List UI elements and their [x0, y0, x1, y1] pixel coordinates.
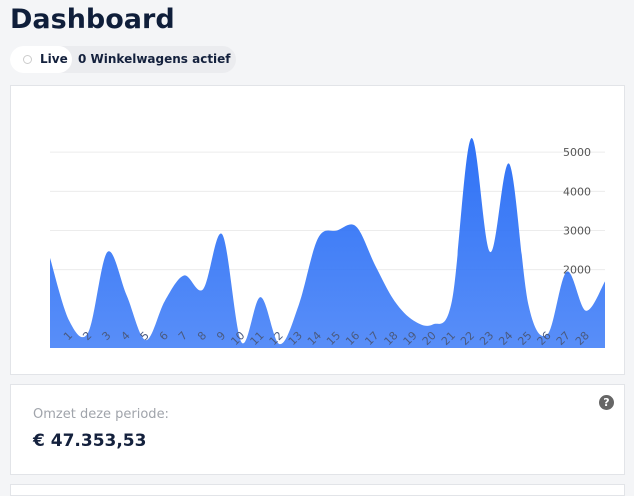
y-tick-label: 5000 — [563, 146, 591, 159]
page: Dashboard Live 0 Winkelwagens actief 200… — [10, 4, 625, 496]
title: Dashboard — [10, 4, 175, 35]
help-icon[interactable]: ? — [599, 395, 614, 410]
area — [50, 138, 605, 348]
y-tick-label: 4000 — [563, 185, 591, 198]
live-toggle[interactable]: Live — [10, 46, 72, 73]
y-tick-label: 3000 — [563, 225, 591, 238]
summary-label: Omzet deze periode: — [33, 407, 169, 422]
summary-card: Omzet deze periode: € 47.353,53 ? — [10, 384, 625, 475]
status-bar: Live 0 Winkelwagens actief — [10, 46, 236, 73]
live-label: Live — [40, 52, 68, 66]
summary-value: € 47.353,53 — [33, 431, 147, 451]
chart-card: 2000 3000 4000 5000 1 2 3 4 5 6 7 8 9 10 11 12 13 14 15 16 1… — [10, 85, 625, 375]
carts-label: 0 Winkelwagens actief — [78, 52, 231, 66]
